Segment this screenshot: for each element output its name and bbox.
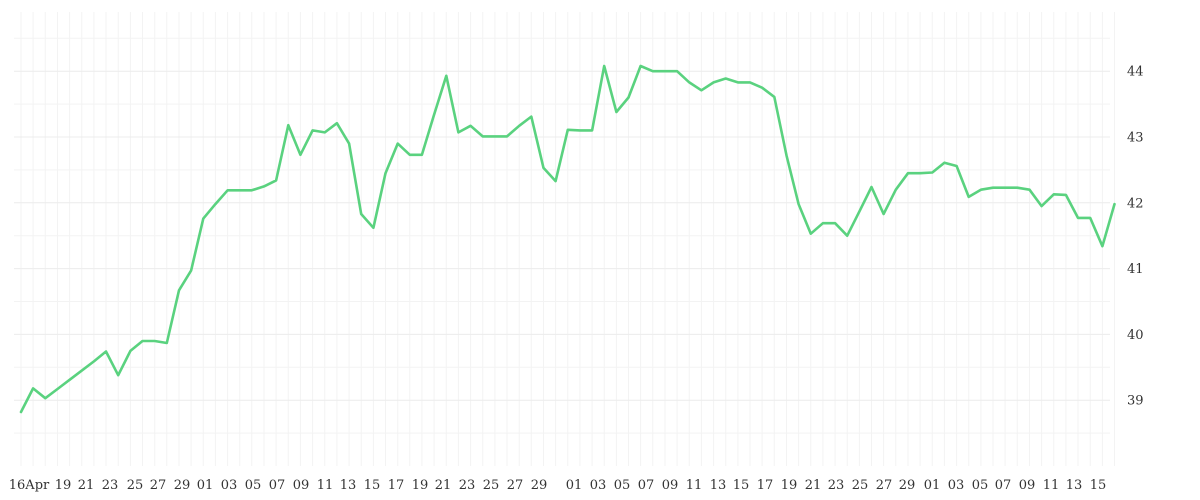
x-tick-label: 01: [197, 478, 214, 493]
x-tick-label: 01: [924, 478, 941, 493]
x-tick-label: 03: [221, 478, 238, 493]
x-tick-label: 05: [614, 478, 631, 493]
x-tick-label: 15: [1090, 478, 1107, 493]
x-tick-label: 11: [317, 478, 334, 493]
x-tick-label: 07: [269, 478, 286, 493]
x-tick-label: 07: [638, 478, 655, 493]
x-tick-label: 21: [435, 478, 452, 493]
y-tick-label: 41: [1127, 262, 1144, 277]
x-tick-label: 03: [948, 478, 965, 493]
x-tick-label: 09: [662, 478, 679, 493]
y-tick-label: 44: [1127, 65, 1144, 80]
x-tick-label: 23: [459, 478, 476, 493]
x-tick-label: 15: [364, 478, 381, 493]
x-tick-label: 01: [566, 478, 583, 493]
x-tick-label: 16Apr: [9, 478, 50, 493]
x-tick-label: 29: [174, 478, 191, 493]
y-tick-label: 42: [1127, 196, 1144, 211]
x-tick-label: 21: [78, 478, 95, 493]
y-axis-tick-labels: 39 40 41 42 43 44: [1127, 65, 1144, 409]
y-tick-label: 39: [1127, 394, 1144, 409]
x-tick-label: 19: [55, 478, 72, 493]
x-tick-label: 05: [972, 478, 989, 493]
x-tick-label: 27: [876, 478, 893, 493]
series-line: [19, 64, 1116, 414]
major-gridlines: [14, 70, 1110, 401]
x-tick-label: 27: [150, 478, 167, 493]
x-tick-label: 25: [852, 478, 869, 493]
x-tick-label: 25: [483, 478, 500, 493]
x-tick-label: 27: [507, 478, 524, 493]
x-tick-label: 11: [1043, 478, 1060, 493]
x-tick-label: 19: [412, 478, 429, 493]
x-tick-label: 03: [590, 478, 607, 493]
x-tick-label: 09: [1019, 478, 1036, 493]
x-tick-label: 25: [127, 478, 144, 493]
x-tick-label: 29: [899, 478, 916, 493]
x-tick-label: 13: [340, 478, 357, 493]
x-tick-label: 17: [757, 478, 774, 493]
x-tick-label: 13: [710, 478, 727, 493]
x-tick-label: 09: [293, 478, 310, 493]
x-tick-label: 05: [245, 478, 262, 493]
series-layer: [19, 64, 1116, 414]
x-tick-label: 17: [388, 478, 405, 493]
y-tick-label: 40: [1127, 328, 1144, 343]
x-tick-label: 13: [1066, 478, 1083, 493]
x-tick-label: 21: [805, 478, 822, 493]
x-tick-label: 23: [102, 478, 119, 493]
x-tick-label: 19: [781, 478, 798, 493]
x-tick-label: 29: [531, 478, 548, 493]
x-tick-label: 15: [733, 478, 750, 493]
x-tick-label: 07: [995, 478, 1012, 493]
y-tick-label: 43: [1127, 131, 1144, 146]
minor-gridlines: [14, 12, 1115, 466]
x-axis-tick-labels: 16Apr 19 21 23 25 27 29 01 03 05 07 09 11 13 15 17 19 21 2…: [9, 478, 1107, 493]
x-tick-label: 23: [828, 478, 845, 493]
x-tick-label: 11: [686, 478, 703, 493]
